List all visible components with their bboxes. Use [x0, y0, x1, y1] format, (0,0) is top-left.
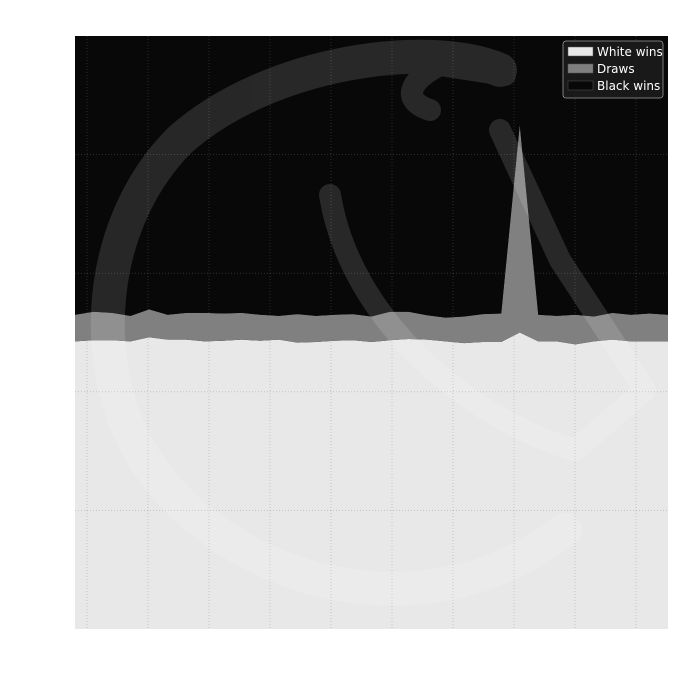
area-white-wins — [75, 332, 668, 629]
legend-swatch — [567, 46, 594, 57]
legend-label: Black wins — [597, 79, 660, 93]
legend-swatch — [567, 80, 594, 91]
logo-watermark — [90, 39, 656, 606]
legend-label: Draws — [597, 62, 635, 76]
legend: White wins Draws Black wins — [562, 40, 664, 99]
area-series-group — [75, 36, 668, 629]
legend-swatch — [567, 63, 594, 74]
area-draws — [75, 124, 668, 345]
legend-label: White wins — [597, 45, 663, 59]
area-black-wins — [75, 36, 668, 318]
